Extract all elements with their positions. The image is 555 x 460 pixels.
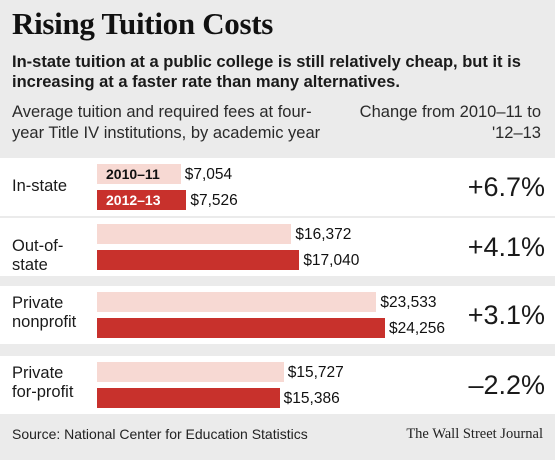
data-label-2010-11: $7,054 xyxy=(184,166,233,183)
category-label: In-state xyxy=(12,177,68,195)
legend-label-2010-11: 2010–11 xyxy=(106,166,160,182)
chart-row: Private for-profit $15,727 $15,386 –2.2% xyxy=(0,356,555,414)
change-value: +4.1% xyxy=(467,232,545,262)
chart-row: Private nonprofit $23,533 $24,256 +3.1% xyxy=(0,286,555,344)
chart-row: Out-of-state $16,372 $17,040 +4.1% xyxy=(0,218,555,276)
data-label-2012-13: $7,526 xyxy=(190,192,238,209)
bar-2012-13 xyxy=(97,190,187,210)
chart-description: Average tuition and required fees at fou… xyxy=(12,103,321,142)
bar-2010-11 xyxy=(97,362,284,382)
bar-2010-11 xyxy=(97,224,292,244)
data-label-2012-13: $17,040 xyxy=(303,252,360,269)
bar-2012-13 xyxy=(97,318,385,338)
source-note: Source: National Center for Education St… xyxy=(12,426,308,442)
data-label-2012-13: $24,256 xyxy=(389,320,446,337)
chart-subtitle: In-state tuition at a public college is … xyxy=(12,53,521,91)
legend-label-2012-13: 2012–13 xyxy=(106,192,161,208)
change-column-header: Change from 2010–11 to '12–13 xyxy=(359,103,541,142)
bar-2010-11 xyxy=(97,292,377,312)
data-label-2010-11: $23,533 xyxy=(380,294,437,311)
bar-2010-11 xyxy=(97,164,181,184)
change-value: +3.1% xyxy=(467,300,545,330)
data-label-2012-13: $15,386 xyxy=(283,390,340,407)
data-label-2010-11: $15,727 xyxy=(287,364,344,381)
bar-2012-13 xyxy=(97,250,300,270)
bar-2012-13 xyxy=(97,388,280,408)
chart-row: In-state 2010–11 2012–13 $7,054 $7,526 +6.7% xyxy=(0,158,555,216)
chart-title: Rising Tuition Costs xyxy=(12,6,274,41)
change-value: +6.7% xyxy=(467,172,545,202)
category-label: Private nonprofit xyxy=(12,294,77,331)
category-label: Out-of-state xyxy=(12,237,64,274)
data-label-2010-11: $16,372 xyxy=(295,226,352,243)
publisher-credit: The Wall Street Journal xyxy=(406,426,543,442)
category-label: Private for-profit xyxy=(12,364,74,401)
change-value: –2.2% xyxy=(468,370,545,400)
